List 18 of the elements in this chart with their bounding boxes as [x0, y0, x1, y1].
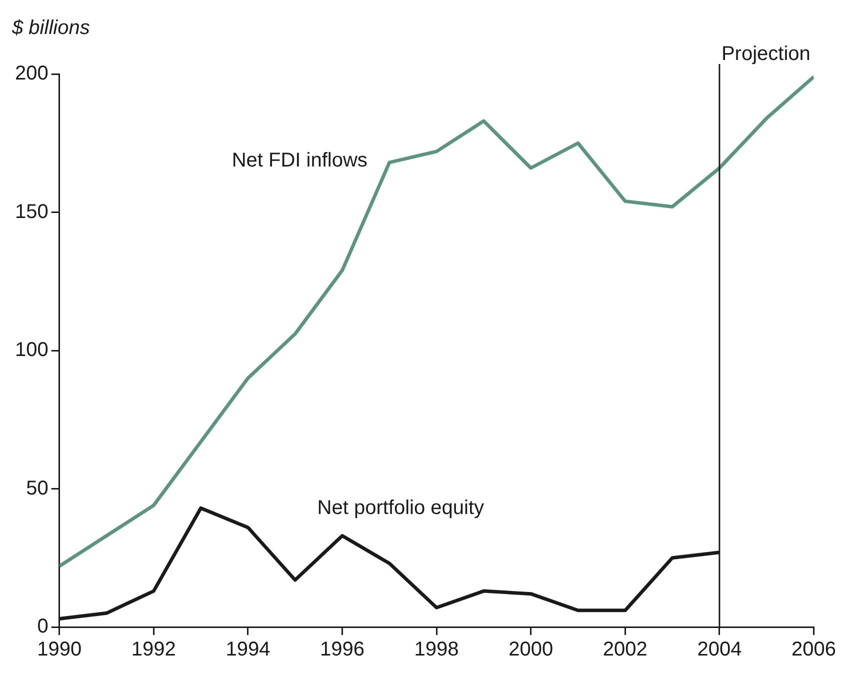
x-tick-label: 1994 [226, 638, 270, 661]
y-tick-label: 100 [14, 339, 48, 362]
series-label: Net FDI inflows [232, 149, 368, 172]
y-tick-label: 0 [37, 616, 48, 638]
x-tick-label: 2004 [697, 638, 742, 661]
x-tick-label: 2006 [792, 638, 836, 661]
y-tick-label: 150 [14, 200, 48, 223]
x-tick-label: 1998 [414, 638, 459, 661]
y-axis-title: $ billions [11, 17, 90, 39]
y-tick-label: 200 [14, 62, 48, 85]
x-tick-label: 2002 [602, 638, 648, 661]
x-tick-label: 1990 [37, 638, 82, 661]
x-tick-label: 1992 [131, 638, 176, 661]
ref-line-label: Projection [721, 43, 810, 65]
x-tick-label: 2000 [508, 638, 554, 661]
x-tick-label: 1996 [320, 638, 365, 661]
series-label: Net portfolio equity [317, 497, 484, 520]
y-tick-label: 50 [26, 477, 48, 500]
